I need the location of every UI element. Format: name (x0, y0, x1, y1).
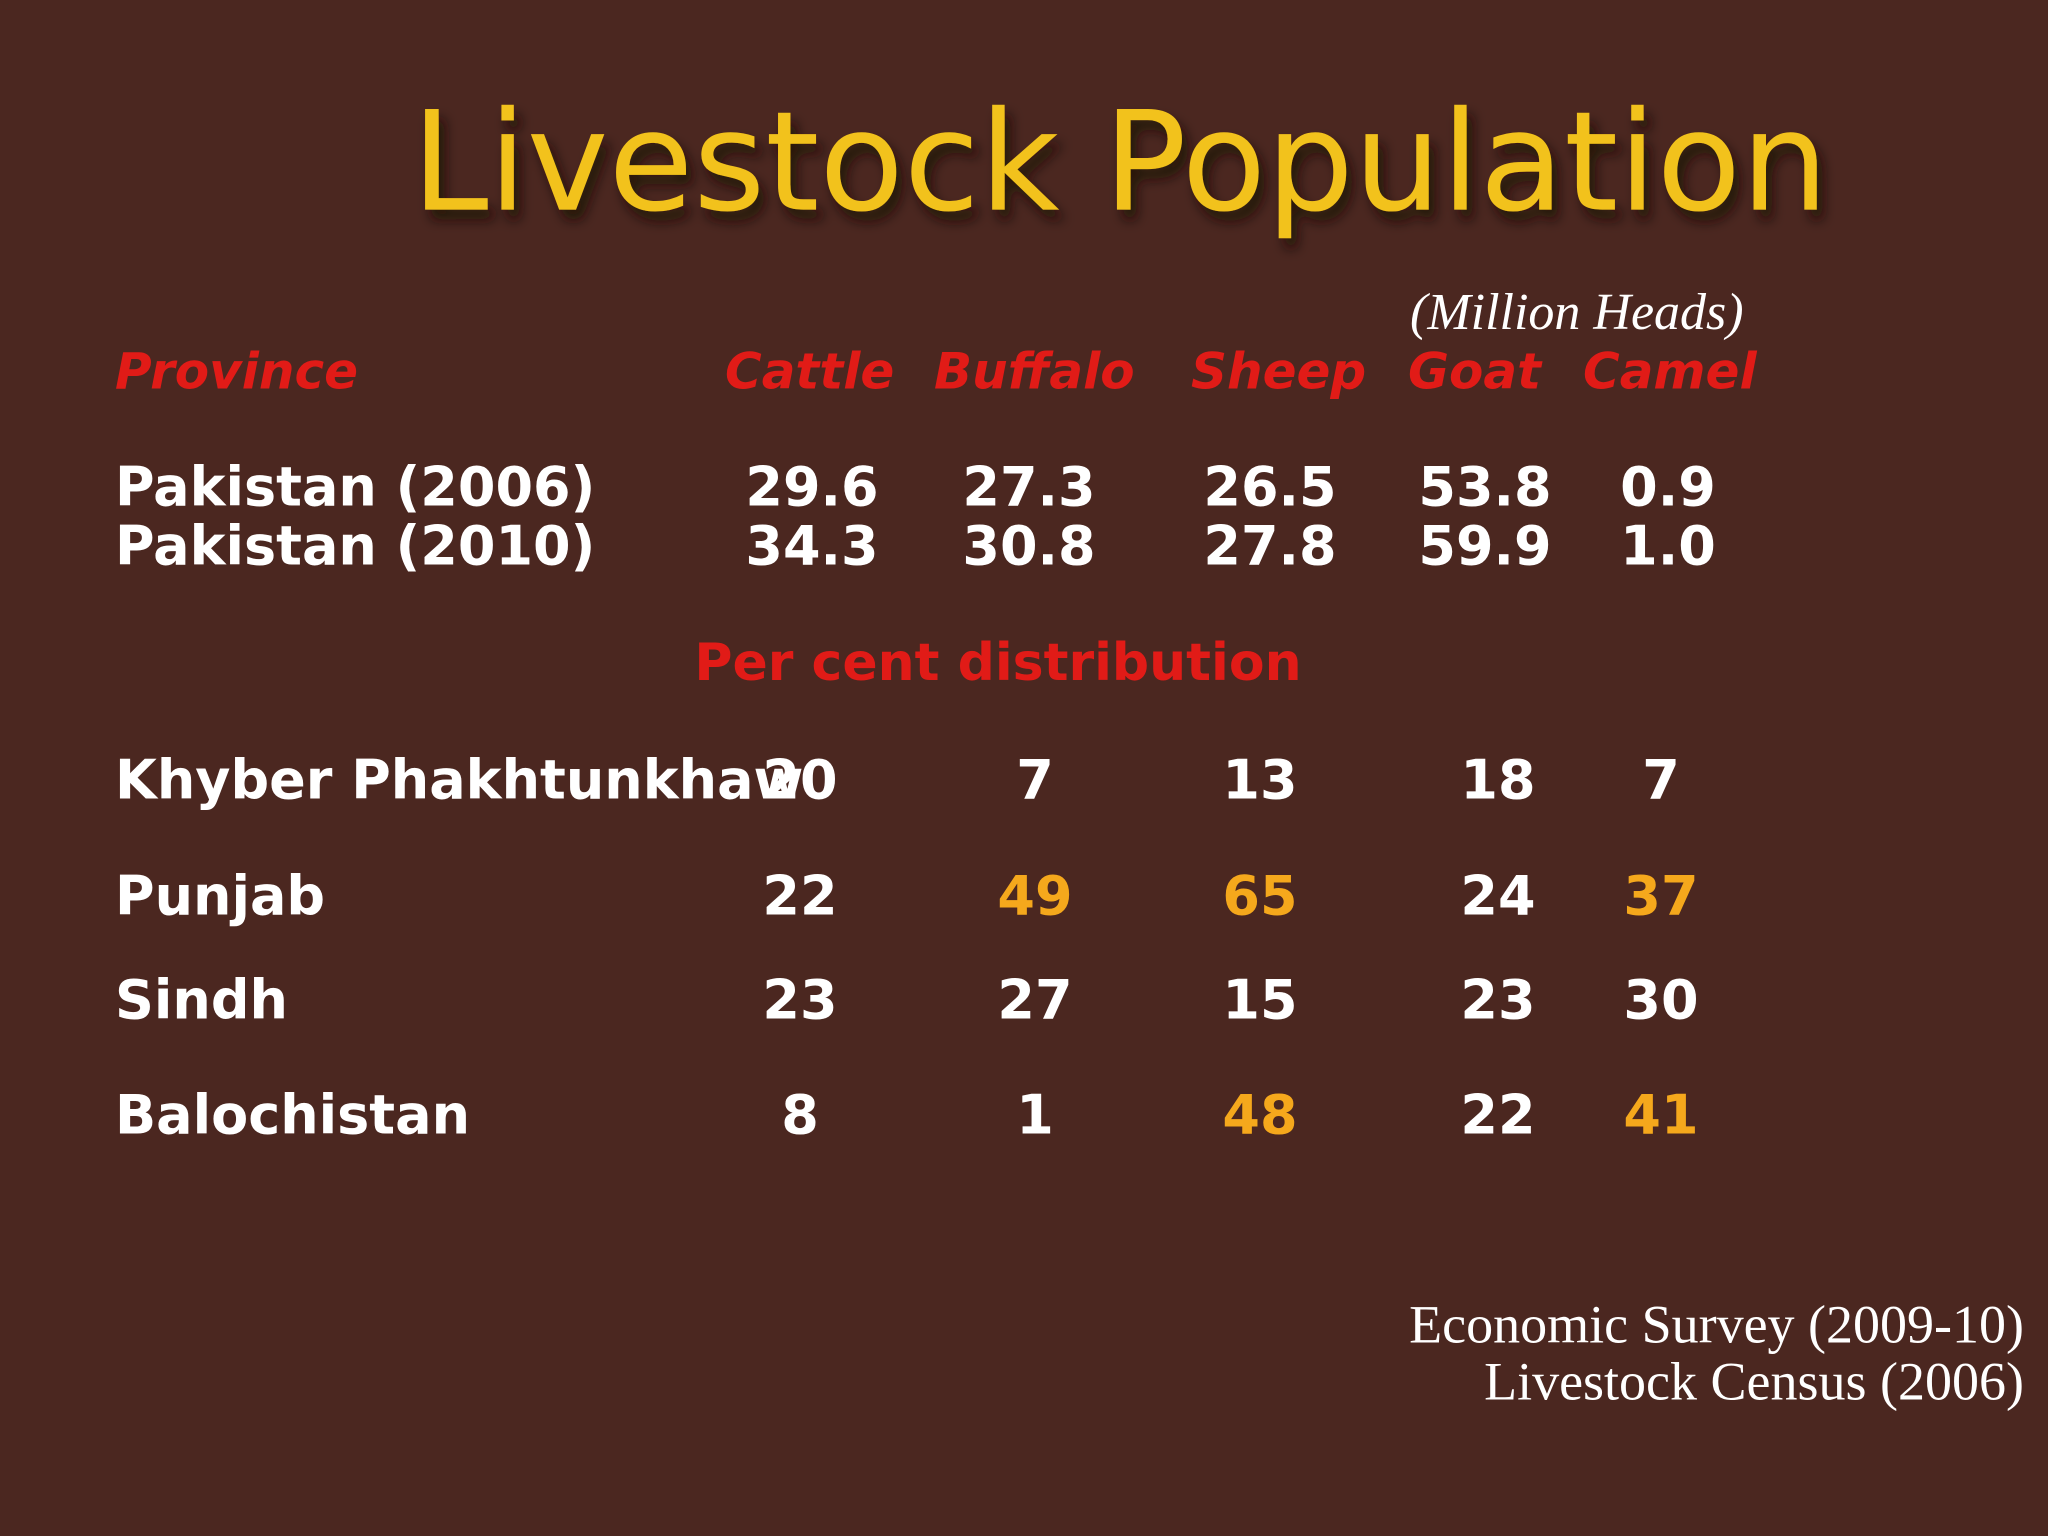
cell: 22 (1460, 1084, 1535, 1147)
cell: 23 (1460, 969, 1535, 1032)
column-header: Goat (1408, 343, 1543, 401)
cell: 18 (1460, 749, 1535, 812)
cell: 26.5 (1203, 456, 1336, 519)
source: Economic Survey (2009-10) (1409, 1294, 2024, 1354)
cell: 15 (1222, 969, 1297, 1032)
cell: 24 (1460, 865, 1535, 928)
row-label: Balochistan (115, 1084, 470, 1147)
cell: 59.9 (1418, 515, 1551, 578)
row-label: Sindh (115, 969, 288, 1032)
column-header: Province (115, 343, 358, 401)
cell: 20 (762, 749, 837, 812)
unit-note: (Million Heads) (1410, 284, 1744, 341)
cell: 1 (1016, 1084, 1054, 1147)
cell: 0.9 (1620, 456, 1716, 519)
row-label: Punjab (115, 865, 325, 928)
slide-title: Livestock Population (412, 82, 1829, 243)
section-label: Per cent distribution (694, 633, 1301, 693)
cell: 65 (1222, 865, 1297, 928)
column-header: Camel (1583, 343, 1757, 401)
column-header: Sheep (1191, 343, 1366, 401)
source: Livestock Census (2006) (1484, 1351, 2024, 1411)
cell: 23 (762, 969, 837, 1032)
cell: 34.3 (745, 515, 878, 578)
cell: 30 (1623, 969, 1698, 1032)
cell: 27.8 (1203, 515, 1336, 578)
cell: 7 (1016, 749, 1054, 812)
cell: 49 (997, 865, 1072, 928)
cell: 30.8 (962, 515, 1095, 578)
cell: 27.3 (962, 456, 1095, 519)
cell: 22 (762, 865, 837, 928)
column-header: Cattle (725, 343, 894, 401)
cell: 7 (1642, 749, 1680, 812)
row-label: Pakistan (2006) (115, 456, 595, 519)
cell: 29.6 (745, 456, 878, 519)
row-label: Pakistan (2010) (115, 515, 595, 578)
cell: 8 (781, 1084, 819, 1147)
cell: 53.8 (1418, 456, 1551, 519)
cell: 27 (997, 969, 1072, 1032)
cell: 13 (1222, 749, 1297, 812)
cell: 48 (1222, 1084, 1297, 1147)
cell: 1.0 (1620, 515, 1716, 578)
column-header: Buffalo (934, 343, 1135, 401)
row-label: Khyber Phakhtunkhaw (115, 749, 803, 812)
cell: 37 (1623, 865, 1698, 928)
cell: 41 (1623, 1084, 1698, 1147)
